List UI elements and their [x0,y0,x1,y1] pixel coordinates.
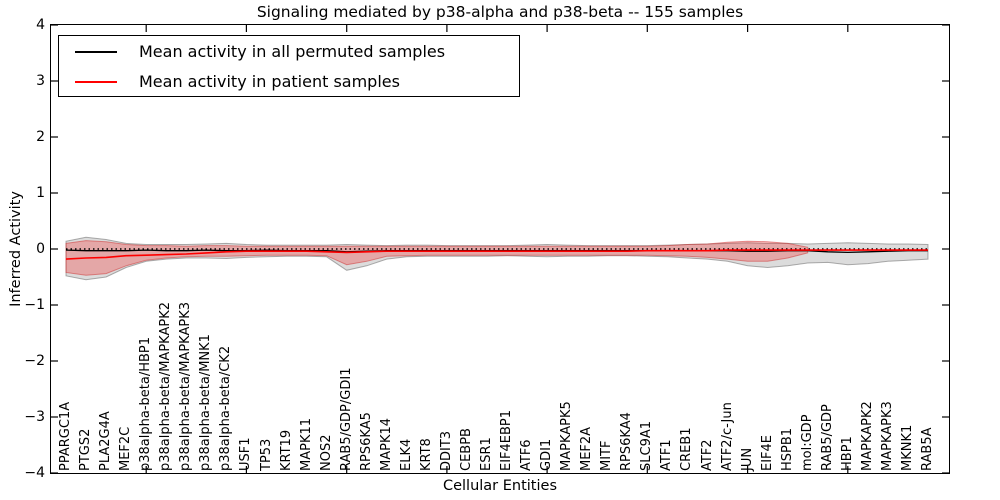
x-tick-label: HBP1 [839,436,855,471]
x-tick-label: MITF [599,440,615,471]
x-tick-label: HSPB1 [779,427,795,471]
y-tick-label: 1 [36,185,45,201]
x-tick-label: ATF2/c-Jun [719,402,735,471]
x-tick-label: KRT19 [278,429,294,471]
x-tick-label: SLC9A1 [639,420,655,471]
legend: Mean activity in all permuted samples Me… [58,35,520,97]
x-tick-label: RPS6KA4 [619,412,635,471]
x-tick-label: PLA2G4A [98,411,114,471]
chart-canvas [50,24,949,473]
y-tick-label: 4 [36,17,45,33]
x-tick-label: RPS6KA5 [358,412,374,471]
x-tick-label: CEBPB [458,428,474,471]
x-tick-label: p38alpha-beta/MNK1 [198,334,214,471]
x-tick-label: RAB5/GDP [819,404,835,471]
legend-line-red-icon [75,80,117,83]
x-tick-label: p38alpha-beta/MAPKAPK3 [178,302,194,471]
permuted-band [65,236,928,280]
x-tick-label: MAPK14 [378,417,394,471]
legend-label-permuted: Mean activity in all permuted samples [139,42,446,61]
x-tick-label: p38alpha-beta/CK2 [218,345,234,471]
x-tick-label: PPARGC1A [58,401,73,471]
x-tick-label: ATF6 [519,439,535,471]
x-tick-label: EIF4E [759,434,775,471]
legend-label-patient: Mean activity in patient samples [139,72,400,91]
x-tick-label: ATF2 [699,439,715,471]
x-axis-title: Cellular Entities [442,478,558,494]
x-tick-label: ATF1 [659,439,675,471]
x-tick-label: USF1 [238,437,254,471]
y-tick-label: −3 [24,409,45,425]
x-tick-label: RAB5A [920,427,935,471]
x-tick-label: MEF2A [579,426,595,471]
legend-item-patient: Mean activity in patient samples [59,67,519,96]
y-tick-label: −2 [24,353,45,369]
x-tick-label: MAPKAPK3 [879,401,895,471]
legend-line-black-icon [75,50,117,53]
x-tick-label: ELK4 [398,438,414,471]
x-tick-label: GDI1 [539,438,555,471]
x-tick-label: p38alpha-beta/HBP1 [138,336,154,471]
y-tick-label: 2 [36,129,45,145]
x-tick-label: PTGS2 [78,428,93,471]
x-tick-label: MAPKAPK5 [559,401,575,471]
y-tick-label: 3 [36,73,45,89]
x-tick-label: MEF2C [118,426,134,471]
x-tick-label: MAPK11 [298,417,314,471]
x-tick-label: ESR1 [479,437,494,471]
x-tick-label: p38alpha-beta/MAPKAPK2 [158,302,174,471]
x-tick-label: MKNK1 [900,424,915,471]
x-tick-label: KRT8 [418,438,434,471]
x-tick-label: DDIT3 [438,430,454,471]
patient-mean-line [65,248,928,260]
plot-area [49,23,950,474]
x-tick-label: RAB5/GDP/GDI1 [338,367,354,471]
x-tick-label: TP53 [258,438,274,471]
y-tick-label: −4 [24,465,45,481]
y-tick-label: 0 [36,241,45,257]
x-tick-label: EIF4EBP1 [499,409,514,471]
x-tick-label: NOS2 [318,434,334,471]
y-tick-label: −1 [24,297,45,313]
x-tick-label: CREB1 [679,427,695,471]
chart-title: Signaling mediated by p38-alpha and p38-… [256,3,744,21]
x-tick-label: JUN [739,447,755,471]
x-tick-label: mol:GDP [799,414,815,471]
legend-item-permuted: Mean activity in all permuted samples [59,37,519,66]
x-tick-label: MAPKAPK2 [859,401,875,471]
